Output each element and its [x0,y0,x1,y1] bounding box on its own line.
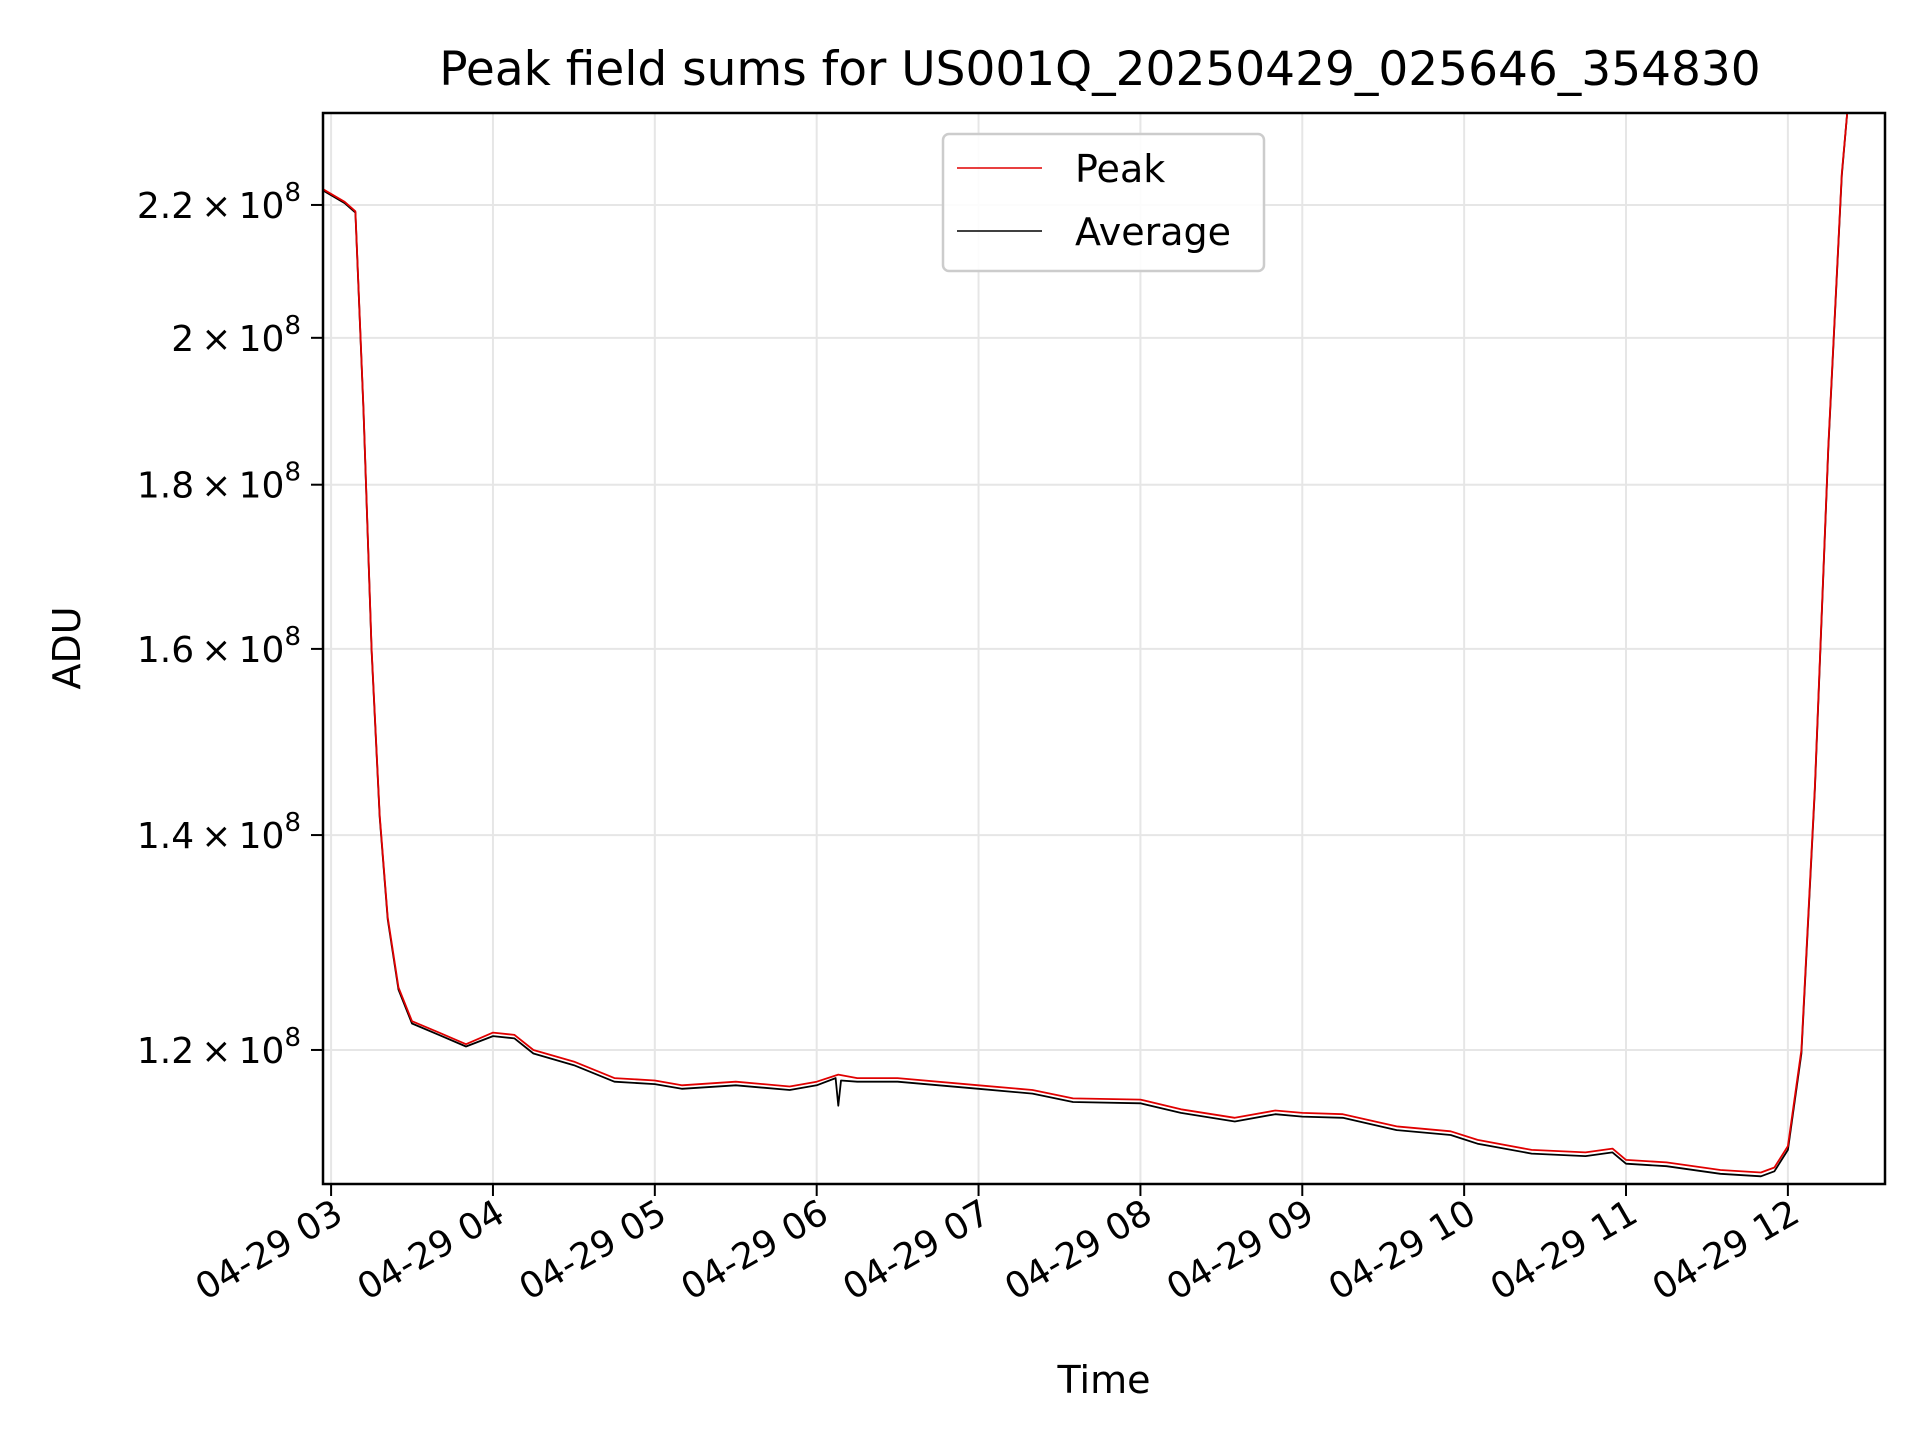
legend: Peak Average [941,132,1266,273]
series-line-average [323,113,1885,1178]
y-tick-label: 1.4 × 108 [137,808,301,857]
y-axis-label: ADU [45,606,89,689]
y-tick-label: 2 × 108 [171,311,301,360]
y-tick-label: 2.2 × 108 [137,178,301,227]
y-axis: 2.2 × 108 2 × 108 1.8 × 108 1.6 × 108 1.4 × … [137,178,323,1072]
legend-label-peak: Peak [1075,147,1165,191]
series-layer [323,113,1885,1178]
x-axis-label: Time [1057,1358,1151,1402]
series-line-peak [323,113,1885,1174]
y-tick-label: 1.8 × 108 [137,458,301,507]
y-tick-label: 1.2 × 108 [137,1023,301,1072]
y-tick-label: 1.6 × 108 [137,622,301,671]
chart-title: Peak field sums for US001Q_20250429_0256… [439,42,1760,97]
legend-label-average: Average [1075,210,1231,254]
